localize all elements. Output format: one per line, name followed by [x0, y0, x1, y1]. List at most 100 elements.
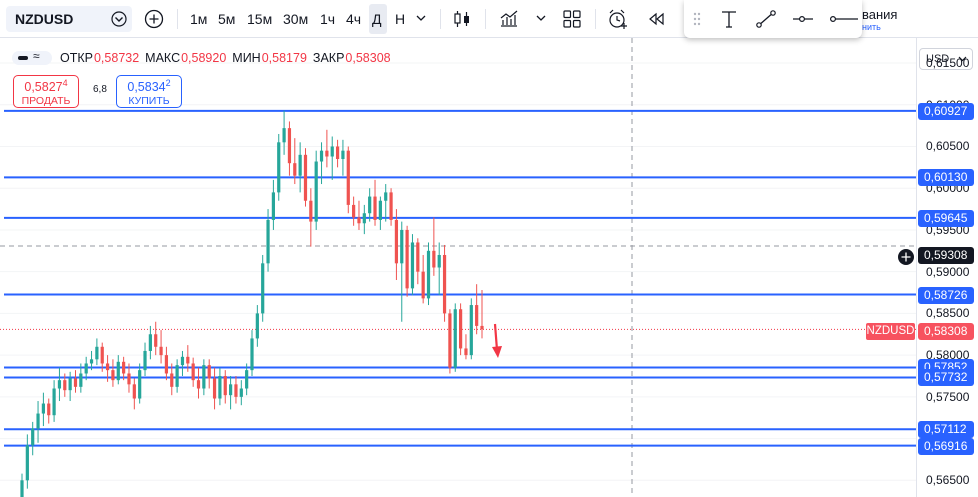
high-label: МАКС	[145, 51, 181, 65]
candle-body	[250, 338, 254, 371]
candle-body	[159, 346, 163, 356]
candle-body	[41, 403, 45, 414]
drawing-tools-panel	[684, 0, 862, 38]
layout-grid-icon[interactable]	[561, 8, 583, 30]
candle-body	[170, 373, 174, 387]
level-price-label: 0,57112	[918, 421, 974, 439]
candle-body	[432, 250, 436, 268]
candle-body	[469, 305, 473, 356]
price-tick-label: 0,58500	[926, 306, 970, 321]
candle-body	[298, 154, 302, 176]
hidden-menu-text: вания	[862, 7, 898, 22]
candle-body	[180, 356, 185, 366]
candle-body	[335, 146, 340, 160]
candle-body	[319, 150, 324, 162]
level-price-label: 0,60927	[918, 102, 974, 120]
close-label: ЗАКР	[312, 51, 345, 65]
toolbar-divider	[485, 9, 486, 29]
candle-body	[282, 128, 286, 143]
candle-body	[148, 334, 152, 351]
horizontal-ray-icon[interactable]	[790, 8, 816, 30]
candle-body	[116, 361, 120, 381]
annotation-arrow	[493, 323, 499, 351]
text-tool-icon[interactable]	[718, 8, 740, 30]
candle-body	[303, 154, 308, 201]
candle-body	[271, 192, 275, 220]
candles-icon[interactable]	[451, 8, 473, 30]
currency-select[interactable]: USD	[919, 48, 973, 70]
timeframe-4h[interactable]: 4ч	[346, 11, 362, 27]
sell-price-small: 4	[62, 78, 68, 88]
candle-body	[95, 346, 99, 360]
timeframe-30m[interactable]: 30м	[283, 11, 309, 27]
candle-body	[138, 370, 142, 399]
price-tick-label: 0,57500	[926, 389, 970, 404]
toolbar-divider	[177, 9, 178, 29]
candle-body	[266, 219, 270, 264]
price-tick-label: 0,61500	[926, 56, 970, 71]
trend-line-icon[interactable]	[754, 8, 778, 30]
candle-body	[341, 150, 345, 160]
crosshair-price-label: 0,59308	[918, 247, 974, 264]
candle-body	[400, 229, 404, 264]
wave-icon: ≈	[33, 49, 40, 63]
price-tick-label: 0,60500	[926, 139, 970, 154]
low-label: МИН	[232, 51, 261, 65]
candle-body	[410, 242, 415, 289]
price-chart[interactable]	[0, 38, 916, 497]
candle-body	[373, 196, 377, 220]
horizontal-line-icon[interactable]	[828, 8, 858, 30]
candle-body	[293, 163, 297, 176]
candle-body	[79, 373, 83, 387]
candle-body	[73, 378, 78, 387]
candle-body	[389, 192, 393, 220]
candle-body	[105, 363, 110, 371]
candle-body	[223, 375, 227, 396]
symbol-search[interactable]: NZDUSD	[6, 6, 132, 32]
chevron-down-icon[interactable]	[533, 10, 549, 26]
candle-body	[218, 375, 222, 399]
legend-toggle[interactable]: ≈	[12, 49, 52, 65]
drag-handle-icon[interactable]	[692, 11, 702, 27]
buy-button[interactable]: 0,58342 КУПИТЬ	[116, 75, 182, 108]
candle-body	[357, 217, 361, 224]
candle-body	[261, 263, 265, 314]
timeframe-5m[interactable]: 5м	[218, 11, 236, 27]
timeframe-week[interactable]: Н	[395, 11, 406, 27]
hidden-menu-subtext: нить	[862, 22, 881, 32]
compare-icon[interactable]	[110, 10, 128, 28]
candle-body	[459, 309, 463, 349]
add-symbol-icon[interactable]	[143, 8, 165, 30]
candle-body	[84, 363, 88, 374]
sell-button[interactable]: 0,58274 ПРОДАТЬ	[13, 75, 79, 108]
timeframe-15m[interactable]: 15м	[247, 11, 273, 27]
candle-body	[314, 161, 318, 222]
buy-label: КУПИТЬ	[128, 95, 170, 108]
level-price-label: 0,59645	[918, 209, 974, 227]
candle-body	[36, 413, 40, 429]
level-price-label: 0,56916	[918, 437, 974, 455]
alert-clock-icon[interactable]	[607, 8, 629, 30]
level-price-label: 0,58726	[918, 286, 974, 304]
candle-body	[47, 403, 51, 416]
timeframe-day[interactable]: Д	[372, 11, 382, 27]
price-tick-label: 0,58000	[926, 348, 970, 363]
candle-body	[31, 428, 35, 446]
candle-body	[164, 355, 169, 374]
replay-icon[interactable]	[645, 8, 667, 30]
chevron-down-icon[interactable]	[413, 10, 429, 26]
candle-body	[154, 334, 158, 347]
candle-body	[186, 356, 190, 364]
add-alert-icon[interactable]	[897, 248, 915, 266]
timeframe-1h[interactable]: 1ч	[320, 11, 336, 27]
candle-body	[212, 378, 217, 399]
candle-body	[330, 146, 334, 157]
indicators-icon[interactable]	[498, 8, 520, 30]
candle-body	[384, 192, 388, 201]
open-label: ОТКР	[60, 51, 93, 65]
candle-body	[368, 196, 372, 214]
timeframe-1m[interactable]: 1м	[190, 11, 208, 27]
candle-body	[448, 313, 452, 368]
price-tick-label: 0,59000	[926, 264, 970, 279]
candle-body	[277, 142, 281, 193]
